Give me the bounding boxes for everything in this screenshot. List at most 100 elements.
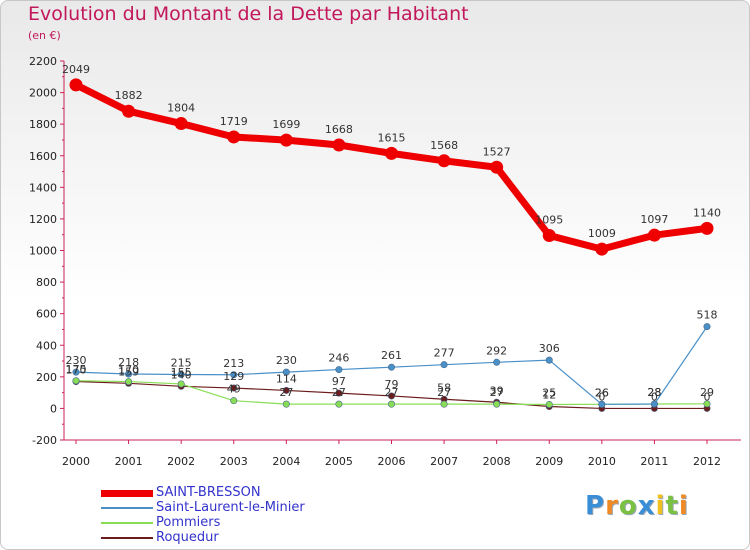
data-point (72, 377, 80, 385)
data-point (647, 228, 661, 242)
data-labels: 2049 1882 1804 1719 1699 1668 1615 1568 1527 1095… (62, 63, 721, 404)
y-tick-label: -200 (32, 434, 57, 447)
data-label: 12 (542, 389, 556, 402)
data-label: 129 (223, 370, 244, 383)
data-point (230, 397, 238, 405)
data-label: 246 (328, 352, 349, 365)
data-point (282, 400, 290, 408)
logo-letter: i (678, 491, 689, 521)
legend-swatch (101, 537, 153, 539)
data-point (177, 370, 185, 378)
data-point (385, 146, 398, 160)
data-label: 292 (486, 344, 507, 357)
y-tick-label: 2200 (29, 55, 57, 68)
data-label: 79 (385, 378, 399, 391)
data-point (700, 221, 714, 235)
data-label: 58 (437, 381, 451, 394)
data-point (174, 117, 188, 131)
y-tick-label: 1800 (29, 118, 57, 131)
data-label: 27 (332, 386, 346, 399)
x-tick-label: 2005 (325, 455, 353, 468)
y-tick-label: 400 (36, 339, 57, 352)
legend-swatch (101, 507, 153, 509)
data-label: 28 (647, 386, 661, 399)
data-label: 39 (490, 384, 504, 397)
data-label: 306 (539, 342, 560, 355)
data-label: 26 (595, 386, 609, 399)
data-label: 1719 (220, 115, 248, 128)
y-tick-label: 1600 (29, 150, 57, 163)
legend-label: Roquedur (156, 530, 219, 545)
data-label: 1615 (378, 131, 406, 144)
data-point (282, 386, 290, 394)
y-tick-label: 200 (36, 371, 57, 384)
data-label: 518 (697, 309, 718, 322)
data-point (703, 323, 711, 331)
data-label: 140 (171, 368, 192, 381)
data-point (387, 392, 395, 400)
data-label: 0 (598, 390, 605, 403)
data-label: 1527 (483, 145, 511, 158)
logo-letter: t (665, 491, 679, 521)
data-point (335, 400, 343, 408)
x-tick-label: 2008 (483, 455, 511, 468)
x-tick-label: 2003 (220, 455, 248, 468)
legend-swatch (101, 522, 153, 524)
data-label: 155 (171, 366, 192, 379)
chart-unit: (en €) (28, 29, 61, 42)
data-label: 1095 (535, 213, 563, 226)
proxiti-logo: Proxiti (585, 491, 689, 521)
y-tick-label: 2000 (29, 87, 57, 100)
data-label: 1140 (693, 206, 721, 219)
x-tick-label: 2000 (62, 455, 90, 468)
legend-swatch (101, 489, 153, 497)
data-point (125, 370, 133, 378)
y-tick-label: 600 (36, 308, 57, 321)
data-label: 1097 (640, 213, 668, 226)
data-point (703, 400, 711, 408)
logo-letter: P (585, 491, 606, 521)
data-label: 1009 (588, 227, 616, 240)
x-tick-label: 2001 (115, 455, 143, 468)
data-point (332, 138, 346, 152)
data-label: 170 (66, 364, 87, 377)
data-point (177, 380, 185, 388)
data-point (387, 400, 395, 408)
y-tick-label: 1400 (29, 181, 57, 194)
series-points (69, 78, 714, 412)
data-point (595, 242, 609, 256)
data-label: 0 (704, 390, 711, 403)
data-point (227, 130, 241, 144)
logo-letter: r (605, 491, 619, 521)
x-tick-label: 2010 (588, 455, 616, 468)
data-label: 175 (66, 363, 87, 376)
data-label: 25 (542, 386, 556, 399)
data-point (542, 228, 556, 242)
data-point (440, 361, 448, 369)
data-point (493, 358, 501, 366)
x-tick-label: 2007 (430, 455, 458, 468)
data-point (72, 368, 80, 376)
legend-label: Pommiers (156, 515, 221, 530)
chart-title: Evolution du Montant de la Dette par Hab… (28, 3, 469, 25)
data-label: 27 (437, 386, 451, 399)
logo-letter: x (637, 491, 656, 521)
data-label: 1882 (115, 89, 143, 102)
data-label: 27 (490, 386, 504, 399)
data-point (545, 356, 553, 364)
data-label: 114 (276, 372, 297, 385)
data-point (335, 389, 343, 397)
legend-label: Saint-Laurent-le-Minier (156, 500, 305, 515)
data-point (279, 133, 293, 147)
data-label: 159 (118, 365, 139, 378)
data-point (598, 400, 606, 408)
data-label: 97 (332, 375, 346, 388)
logo-letter: i (655, 491, 666, 521)
x-tick-label: 2006 (378, 455, 406, 468)
data-label: 26 (595, 386, 609, 399)
data-point (335, 366, 343, 374)
data-point (230, 384, 238, 392)
data-point (440, 400, 448, 408)
